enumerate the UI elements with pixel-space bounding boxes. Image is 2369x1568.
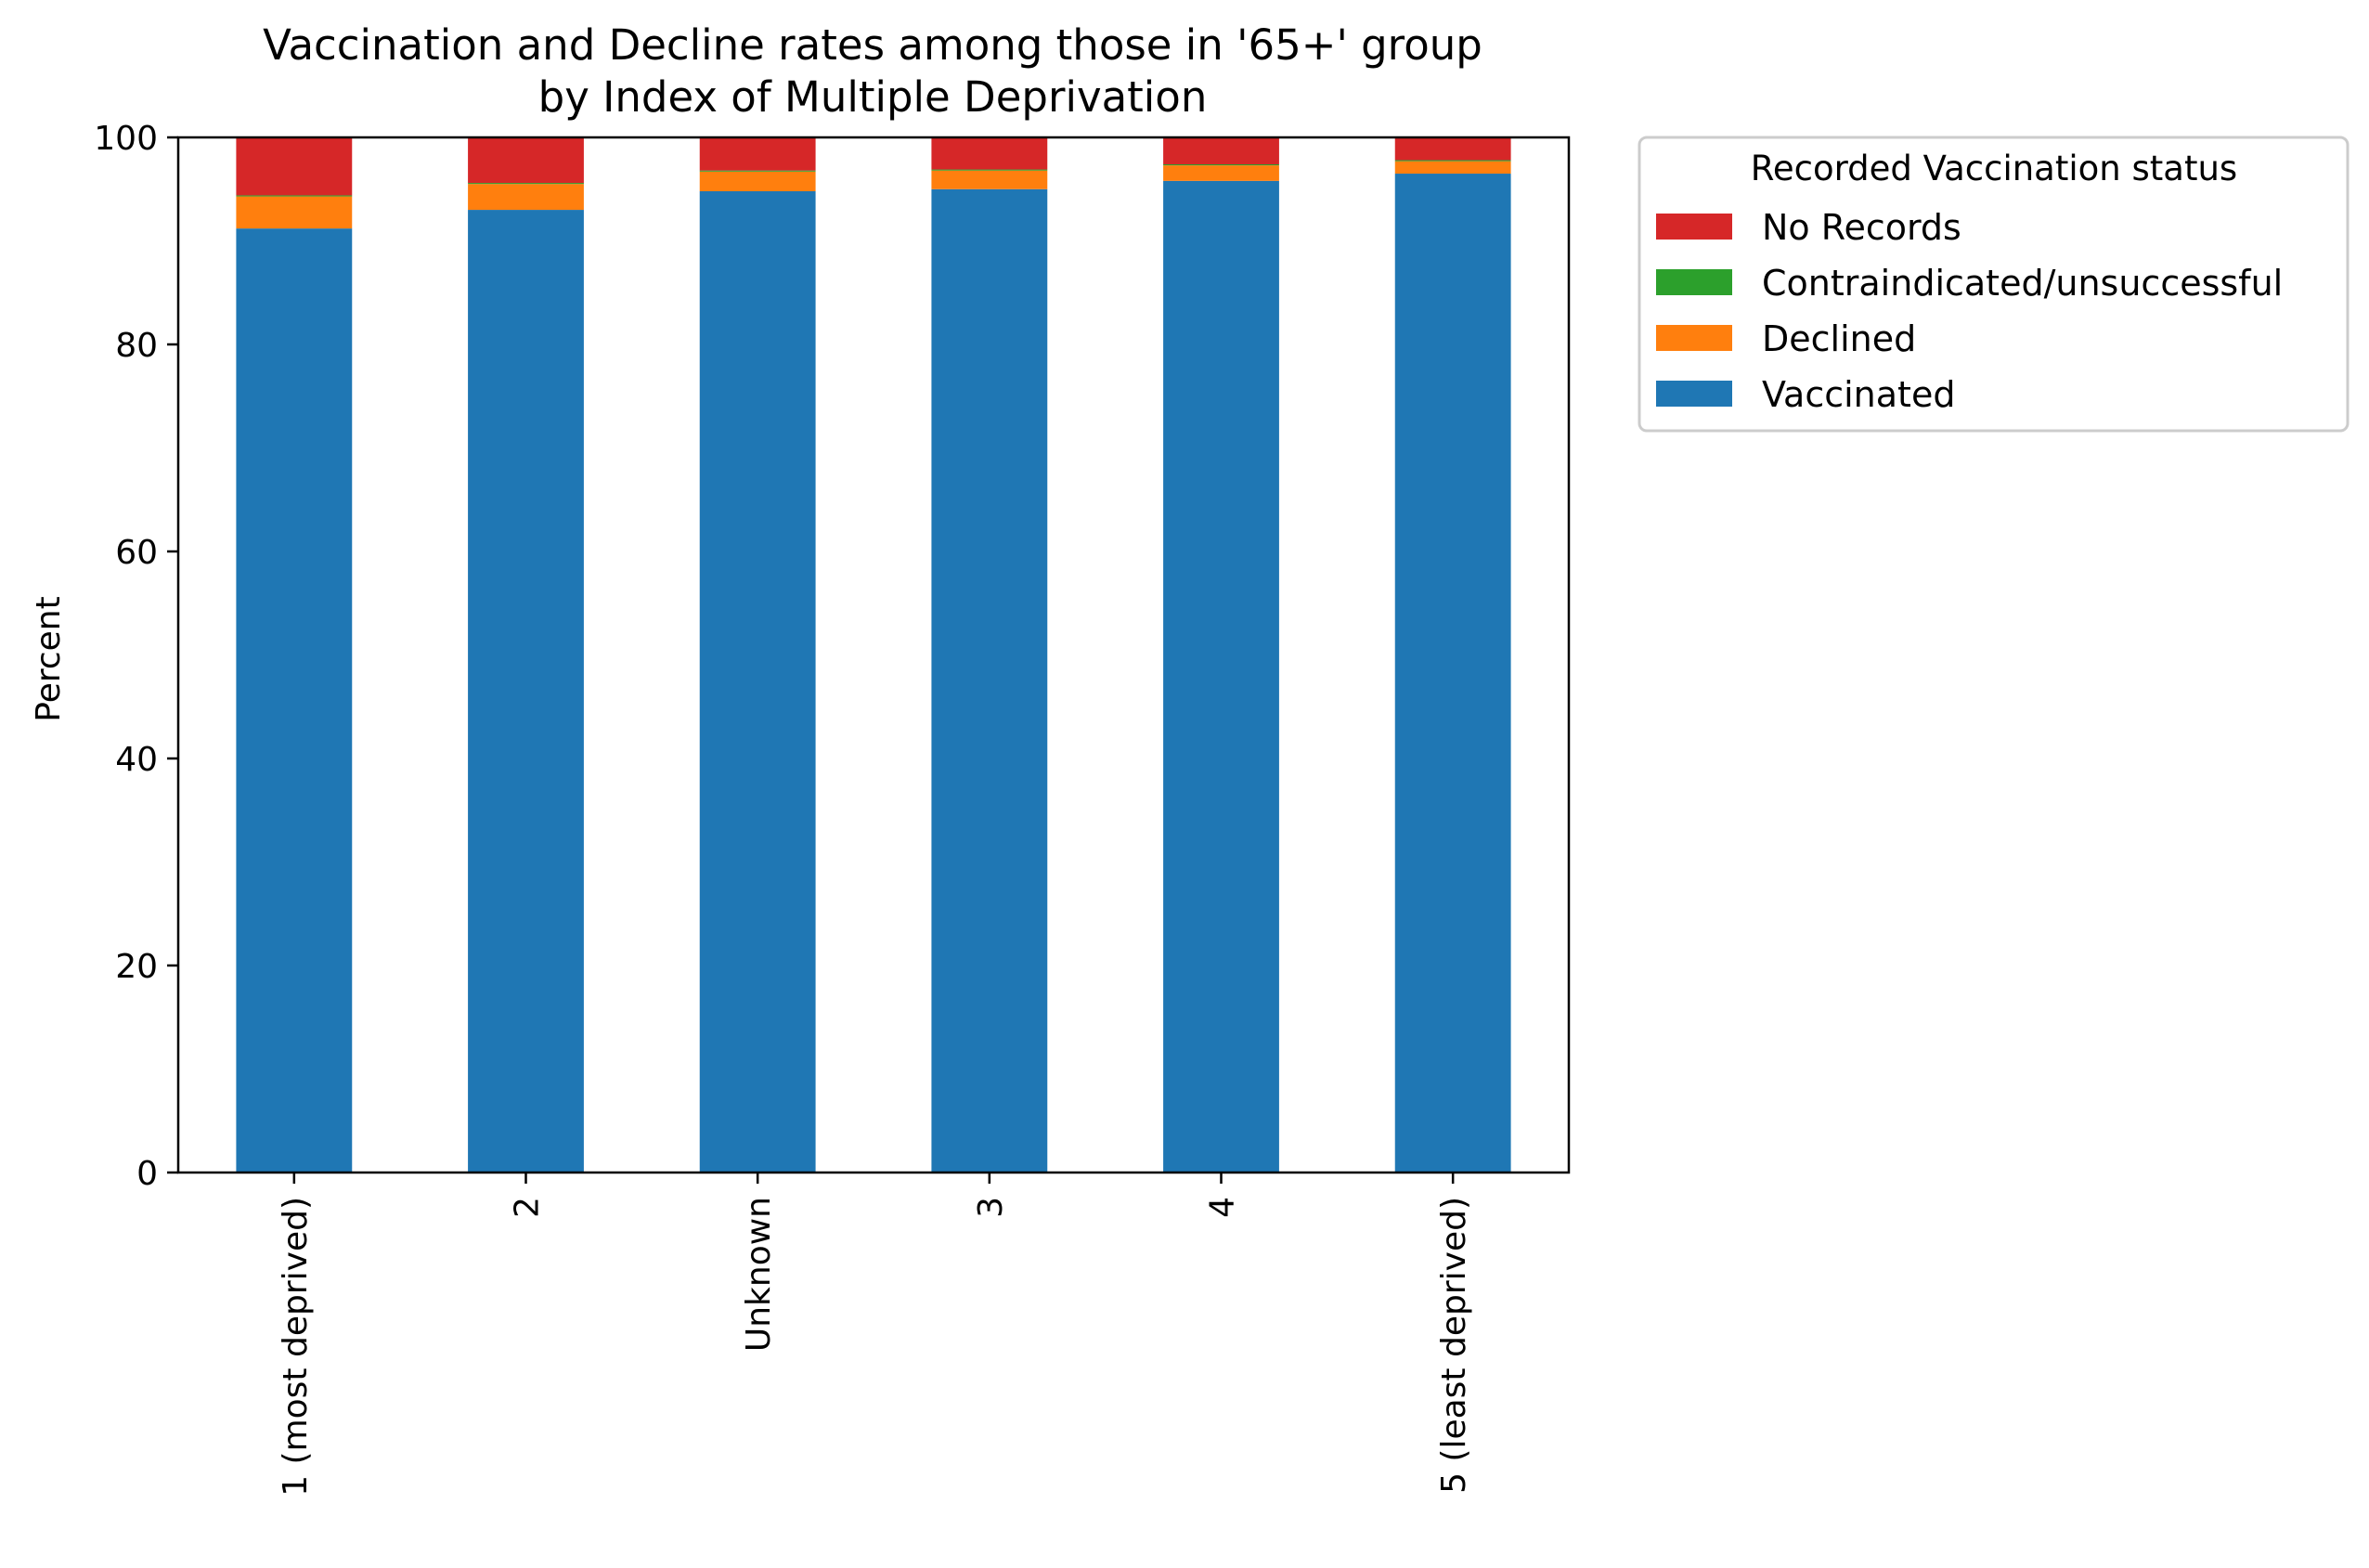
bar-segment-vaccinated: [1163, 180, 1279, 1173]
bar-segment-no-records: [468, 137, 584, 184]
bar-segment-declined: [699, 171, 816, 191]
bars-group: [236, 137, 1511, 1173]
legend-label: No Records: [1762, 207, 1961, 248]
legend-items: No Records Contraindicated/unsuccessful De…: [1656, 207, 2283, 415]
bar-segment-no-records: [1163, 137, 1279, 164]
bar-segment-contraindicated-unsuccessful: [1394, 160, 1511, 162]
legend-title: Recorded Vaccination status: [1751, 149, 2237, 188]
legend-label: Contraindicated/unsuccessful: [1762, 263, 2283, 304]
legend-swatch: [1656, 214, 1732, 240]
legend-label: Declined: [1762, 318, 1916, 359]
bar-segment-no-records: [1394, 137, 1511, 161]
bar-segment-vaccinated: [699, 190, 816, 1173]
chart-title-line1: Vaccination and Decline rates among thos…: [263, 20, 1482, 70]
chart-title-line2: by Index of Multiple Deprivation: [538, 72, 1208, 122]
bar-segment-contraindicated-unsuccessful: [1163, 163, 1279, 166]
bar-segment-contraindicated-unsuccessful: [468, 183, 584, 185]
axes-group: 0 20 40 60 80 100 1 (most deprived) 2 Unknown 3 4 5…: [94, 120, 1571, 1497]
plot-frame: [176, 136, 1571, 1174]
bar-segment-vaccinated: [236, 228, 353, 1173]
bar-segment-contraindicated-unsuccessful: [931, 169, 1048, 171]
x-tick-label: 1 (most deprived): [277, 1197, 315, 1497]
x-tick-label: Unknown: [740, 1197, 778, 1352]
bar-segment-vaccinated: [931, 188, 1048, 1173]
x-tick-label: 5 (least deprived): [1435, 1197, 1473, 1494]
y-tick-label: 80: [115, 327, 158, 365]
legend-frame: [1638, 136, 2350, 433]
bar-segment-declined: [236, 196, 353, 229]
bar-segment-no-records: [699, 137, 816, 171]
bar-segment-no-records: [931, 137, 1048, 170]
bar-segment-declined: [1394, 161, 1511, 175]
x-tick-label: 4: [1204, 1197, 1242, 1218]
bar-segment-contraindicated-unsuccessful: [236, 195, 353, 197]
y-tick-label: 100: [94, 120, 158, 158]
bar-segment-no-records: [236, 137, 353, 196]
y-tick-label: 20: [115, 948, 158, 986]
y-tick-label: 0: [136, 1155, 158, 1193]
y-tick-label: 60: [115, 534, 158, 572]
bar-segment-vaccinated: [468, 210, 584, 1173]
legend-label: Vaccinated: [1762, 374, 1955, 415]
legend-swatch: [1656, 381, 1732, 407]
y-tick-label: 40: [115, 741, 158, 779]
x-tick-label: 3: [972, 1197, 1010, 1218]
y-axis-label: Percent: [30, 596, 68, 721]
bar-segment-declined: [1163, 165, 1279, 181]
bar-segment-declined: [468, 184, 584, 211]
legend: Recorded Vaccination status No Records Co…: [1638, 136, 2350, 433]
bar-segment-declined: [931, 170, 1048, 189]
bar-segment-vaccinated: [1394, 174, 1511, 1173]
legend-swatch: [1656, 269, 1732, 295]
legend-swatch: [1656, 325, 1732, 351]
x-tick-label: 2: [509, 1197, 547, 1218]
bar-segment-contraindicated-unsuccessful: [699, 170, 816, 172]
